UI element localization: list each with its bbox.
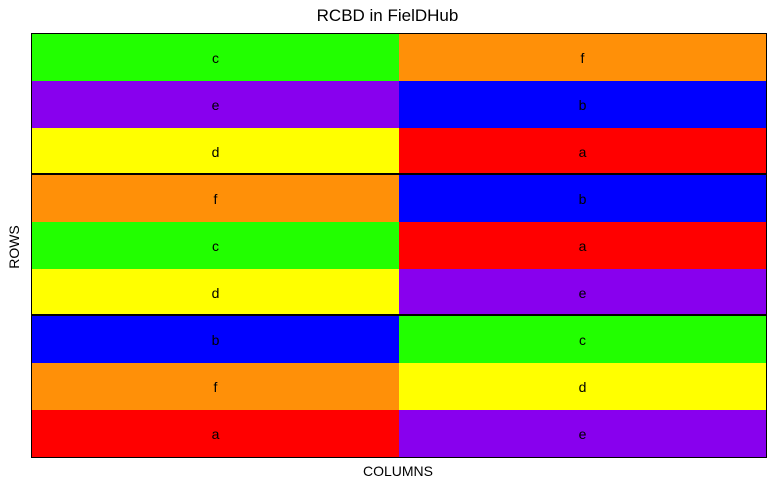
plot-cell: a (399, 128, 766, 175)
x-axis-label: COLUMNS (362, 463, 434, 479)
chart-title: RCBD in FielDHub (316, 6, 459, 25)
plot-cell: d (32, 128, 399, 175)
plot-cell: b (399, 175, 766, 222)
plot-cell: d (32, 269, 399, 316)
y-axis-label: ROWS (6, 225, 22, 269)
plot-cell: e (399, 410, 766, 457)
plot-cell: b (32, 316, 399, 363)
plot-cell: c (399, 316, 766, 363)
plot-cell: f (32, 363, 399, 410)
plot-cell: f (32, 175, 399, 222)
plot-cell: d (399, 363, 766, 410)
plot-cell: e (399, 269, 766, 316)
plot-cell: a (399, 222, 766, 269)
plot-cell: a (32, 410, 399, 457)
plot-cell: c (32, 34, 399, 81)
plot-cell: b (399, 81, 766, 128)
plot-cell: f (399, 34, 766, 81)
plot-cell: e (32, 81, 399, 128)
plot-cell: c (32, 222, 399, 269)
